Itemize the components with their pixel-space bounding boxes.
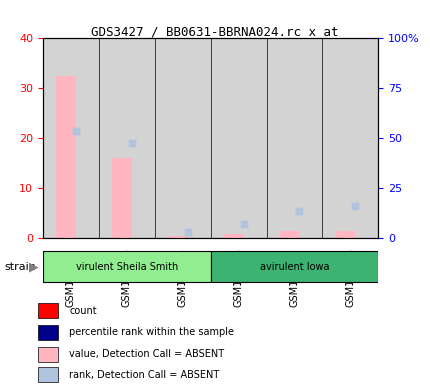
- Point: [128, 140, 135, 146]
- Bar: [267, 38, 322, 238]
- Text: value, Detection Call = ABSENT: value, Detection Call = ABSENT: [69, 349, 224, 359]
- Point: [296, 207, 303, 214]
- Text: GDS3427 / BB0631-BBRNA024.rc_x_at: GDS3427 / BB0631-BBRNA024.rc_x_at: [91, 25, 339, 38]
- Bar: [112, 158, 132, 238]
- Point: [352, 203, 359, 209]
- Bar: [230, 234, 242, 238]
- Text: strain: strain: [4, 262, 36, 272]
- Text: virulent Sheila Smith: virulent Sheila Smith: [76, 262, 178, 272]
- Bar: [38, 347, 58, 362]
- Bar: [280, 230, 299, 238]
- Text: percentile rank within the sample: percentile rank within the sample: [69, 328, 234, 338]
- Point: [240, 221, 247, 227]
- Bar: [155, 38, 211, 238]
- Bar: [175, 235, 186, 238]
- Bar: [119, 158, 130, 238]
- Bar: [322, 38, 378, 238]
- Bar: [224, 234, 243, 238]
- Text: ▶: ▶: [29, 260, 39, 273]
- Bar: [286, 230, 298, 238]
- Bar: [43, 38, 99, 238]
- Bar: [38, 367, 58, 382]
- Text: count: count: [69, 306, 97, 316]
- Text: avirulent Iowa: avirulent Iowa: [260, 262, 329, 272]
- Point: [128, 140, 135, 146]
- Point: [184, 229, 191, 235]
- Point: [296, 207, 303, 214]
- Bar: [38, 325, 58, 340]
- Bar: [342, 230, 354, 238]
- Point: [72, 127, 79, 134]
- Bar: [56, 76, 76, 238]
- Bar: [63, 76, 74, 238]
- Bar: [168, 235, 187, 238]
- Text: rank, Detection Call = ABSENT: rank, Detection Call = ABSENT: [69, 370, 219, 380]
- Point: [352, 203, 359, 209]
- Bar: [99, 38, 155, 238]
- Bar: [38, 303, 58, 318]
- Point: [184, 229, 191, 235]
- FancyBboxPatch shape: [211, 252, 378, 283]
- Bar: [211, 38, 267, 238]
- FancyBboxPatch shape: [43, 252, 211, 283]
- Point: [240, 221, 247, 227]
- Bar: [336, 230, 355, 238]
- Point: [72, 127, 79, 134]
